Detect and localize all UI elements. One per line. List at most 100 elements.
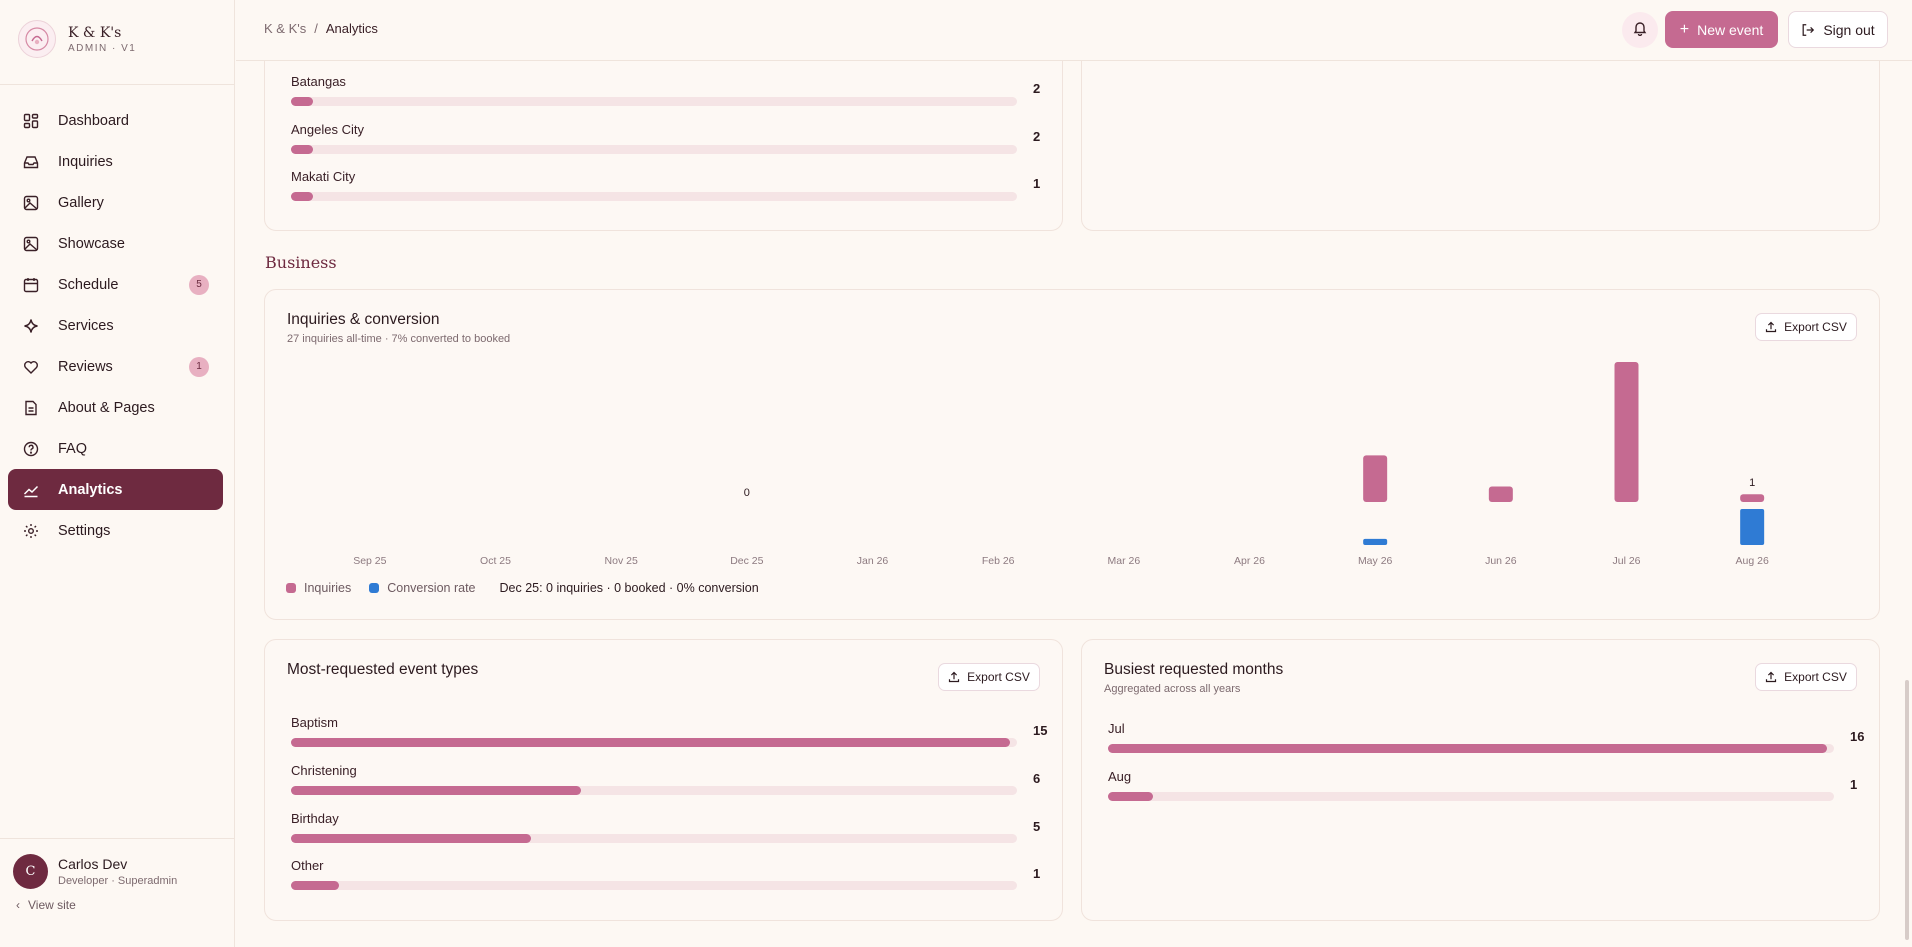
export-csv-button[interactable]: Export CSV: [938, 663, 1040, 691]
bar-track: [291, 834, 1017, 843]
view-site-link[interactable]: ‹ View site: [16, 898, 76, 912]
bar-track: [291, 97, 1017, 106]
sidebar: K & K's ADMIN · V1 Dashboard Inquiries G…: [0, 0, 235, 947]
x-tick-label: Feb 26: [982, 555, 1015, 567]
location-label: Angeles City: [291, 122, 364, 137]
sparkle-icon: [22, 317, 40, 335]
brand-logo: [18, 20, 56, 58]
help-circle-icon: [22, 440, 40, 458]
top-bar: K & K's / Analytics + New event Sign out: [236, 0, 1912, 61]
list-item: Aug 1: [1108, 769, 1878, 803]
plus-icon: +: [1679, 20, 1690, 38]
reviews-count-badge: 1: [189, 356, 209, 377]
sidebar-item-label: About & Pages: [58, 399, 155, 416]
divider: [0, 838, 235, 839]
sidebar-item-faq[interactable]: FAQ: [8, 428, 223, 469]
list-item: Birthday 5: [291, 811, 1061, 845]
x-tick-label: Oct 25: [480, 555, 511, 567]
card-subtitle: Aggregated across all years: [1104, 683, 1241, 695]
sidebar-item-schedule[interactable]: Schedule 5: [8, 264, 223, 305]
legend-swatch: [286, 583, 296, 593]
bar-track: [291, 881, 1017, 890]
export-csv-button[interactable]: Export CSV: [1755, 313, 1857, 341]
avatar: C: [13, 854, 48, 889]
event-types-card: Most-requested event types Export CSV Ba…: [264, 639, 1063, 921]
chart-icon: [22, 481, 40, 499]
location-bar: [291, 145, 313, 154]
sidebar-item-label: Settings: [58, 522, 111, 539]
bar-track: [291, 145, 1017, 154]
sidebar-item-analytics[interactable]: Analytics: [8, 469, 223, 510]
card-title: Inquiries & conversion: [287, 311, 440, 328]
data-label: 0: [744, 487, 750, 499]
list-item: Angeles City 2: [291, 122, 1061, 156]
user-role: Developer · Superadmin: [58, 875, 178, 887]
sidebar-item-about-pages[interactable]: About & Pages: [8, 387, 223, 428]
event-type-value: 6: [1033, 771, 1041, 786]
sidebar-item-dashboard[interactable]: Dashboard: [8, 100, 223, 141]
chart-legend: Inquiries Conversion rate Dec 25: 0 inqu…: [286, 581, 759, 595]
busiest-months-card: Busiest requested months Aggregated acro…: [1081, 639, 1880, 921]
breadcrumb: K & K's / Analytics: [264, 21, 378, 36]
inquiries-bar: [1488, 486, 1513, 502]
bar-track: [291, 192, 1017, 201]
conversion-bar: [1363, 538, 1388, 545]
notifications-button[interactable]: [1622, 12, 1658, 48]
sidebar-item-gallery[interactable]: Gallery: [8, 182, 223, 223]
sidebar-item-inquiries[interactable]: Inquiries: [8, 141, 223, 182]
inquiries-bar: [1740, 494, 1765, 502]
brand-subtitle: ADMIN · V1: [68, 42, 137, 54]
top-right-card: [1081, 40, 1880, 231]
inbox-icon: [22, 153, 40, 171]
x-tick-label: Apr 26: [1234, 555, 1265, 567]
bell-icon: [1632, 20, 1648, 41]
user-name: Carlos Dev: [58, 856, 128, 872]
data-label: 1: [1749, 477, 1755, 489]
month-bar: [1108, 744, 1827, 753]
sidebar-item-settings[interactable]: Settings: [8, 510, 223, 551]
event-type-value: 1: [1033, 866, 1041, 881]
sidebar-item-label: Schedule: [58, 276, 119, 293]
inquiries-conversion-chart: Sep 25 Oct 25 Nov 25 Dec 25 Jan 26 Feb 26 Mar …: [353, 362, 1769, 567]
legend-label: Inquiries: [304, 581, 352, 595]
scrollbar[interactable]: [1905, 680, 1909, 940]
sidebar-item-showcase[interactable]: Showcase: [8, 223, 223, 264]
breadcrumb-current: Analytics: [325, 21, 378, 36]
sidebar-item-reviews[interactable]: Reviews 1: [8, 346, 223, 387]
user-profile[interactable]: C Carlos Dev Developer · Superadmin: [13, 854, 177, 889]
month-bar: [1108, 792, 1153, 801]
legend-item-inquiries[interactable]: Inquiries: [286, 581, 351, 595]
sidebar-item-label: FAQ: [58, 440, 88, 457]
inquiries-bar: [1363, 455, 1388, 502]
breadcrumb-root[interactable]: K & K's: [264, 21, 307, 36]
image-icon: [22, 194, 40, 212]
export-csv-label: Export CSV: [1784, 320, 1847, 334]
legend-item-conversion[interactable]: Conversion rate: [369, 581, 476, 595]
brand-name: K & K's: [68, 24, 122, 41]
sidebar-item-services[interactable]: Services: [8, 305, 223, 346]
new-event-button[interactable]: + New event: [1665, 11, 1778, 48]
event-type-bar: [291, 881, 339, 890]
card-title: Busiest requested months: [1104, 661, 1284, 678]
x-tick-label: Mar 26: [1107, 555, 1140, 567]
list-item: Jul 16: [1108, 721, 1878, 755]
sidebar-item-label: Analytics: [58, 481, 123, 498]
month-label: Aug: [1108, 769, 1132, 784]
event-type-label: Birthday: [291, 811, 339, 826]
x-tick-label: Dec 25: [730, 555, 763, 567]
schedule-count-badge: 5: [189, 274, 209, 295]
brand[interactable]: K & K's ADMIN · V1: [18, 20, 136, 58]
location-label: Batangas: [291, 74, 346, 89]
legend-label: Conversion rate: [387, 581, 476, 595]
upload-icon: [949, 671, 960, 683]
bar-track: [291, 786, 1017, 795]
event-type-label: Other: [291, 858, 324, 873]
list-item: Batangas 2: [291, 74, 1061, 108]
x-tick-label: Sep 25: [353, 555, 386, 567]
sign-out-button[interactable]: Sign out: [1788, 11, 1888, 48]
bar-track: [1108, 792, 1834, 801]
inquiries-conversion-card: Inquiries & conversion 27 inquiries all-…: [264, 289, 1880, 620]
list-item: Baptism 15: [291, 715, 1061, 749]
bar-track: [291, 738, 1017, 747]
export-csv-button[interactable]: Export CSV: [1755, 663, 1857, 691]
